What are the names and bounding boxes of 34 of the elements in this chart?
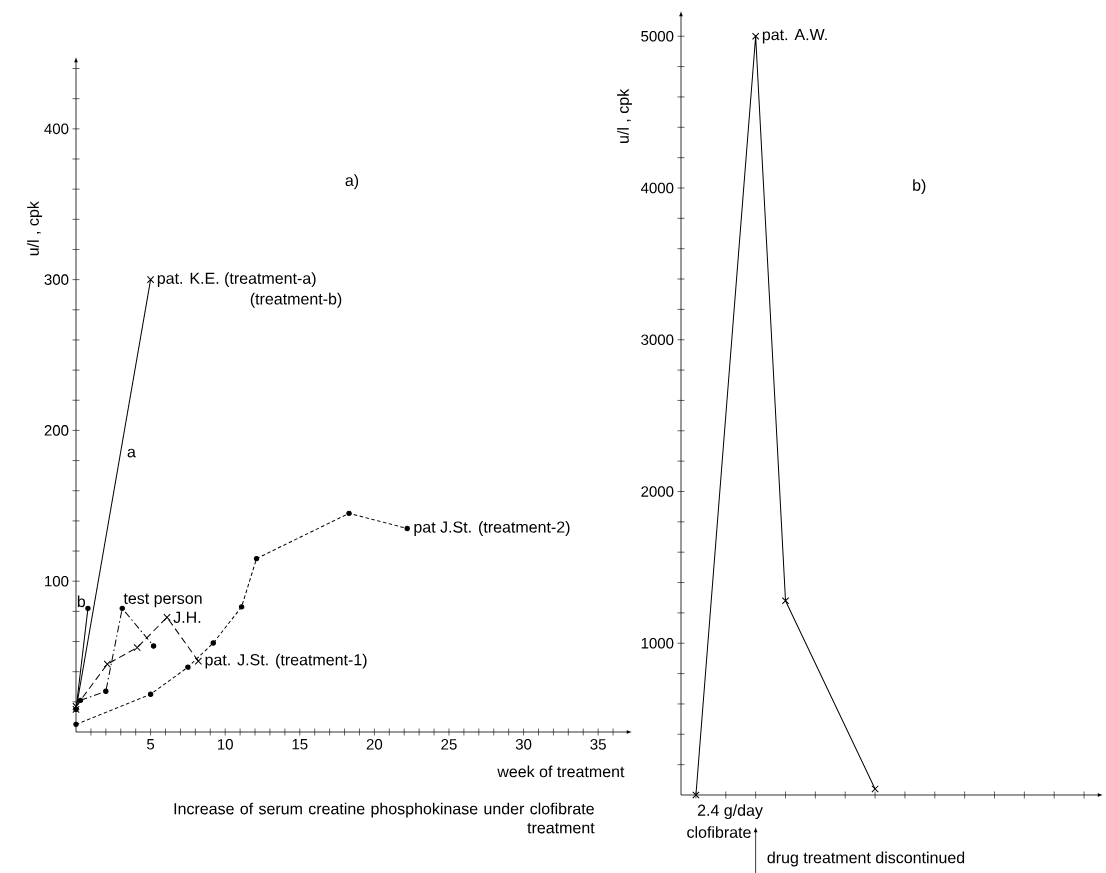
y-tick-label: 300	[44, 274, 69, 285]
series-label: test person	[123, 593, 202, 607]
annotation: a	[127, 448, 136, 458]
x-tick-label: 15	[292, 738, 308, 750]
series-label: J.H.	[173, 611, 201, 623]
text: a)	[345, 174, 359, 190]
series-label: pat. K.E. (treatment-a)	[157, 271, 316, 287]
x-tick-label: 20	[366, 738, 383, 750]
y-tick-label: 5000	[641, 30, 674, 42]
y-tick-label: 4000	[640, 182, 674, 194]
text: b)	[913, 178, 926, 194]
annotation: (treatment-b)	[250, 292, 342, 308]
x-tick-label: 10	[218, 738, 233, 750]
y-axis-title: u/l , cpk	[617, 88, 633, 143]
text: drug treatment discontinued	[767, 851, 965, 867]
text: clofibrate	[687, 826, 751, 838]
text: Increase of serum creatine phosphokinase under clofibrate treatment	[174, 802, 595, 834]
x-tick-label: 5	[147, 738, 155, 750]
x-axis-title: week of treatment	[497, 765, 625, 778]
text: 2.4 g/day	[697, 804, 763, 819]
annotation: pat. J.St. (treatment-1)	[205, 653, 367, 669]
x-tick-label: 35	[590, 738, 606, 750]
y-tick-label: 2000	[641, 485, 674, 497]
x-tick-label: 30	[515, 738, 532, 750]
y-axis-title: u/l , cpk	[27, 200, 43, 256]
y-tick-label: 200	[44, 424, 69, 436]
series-label: pat. A.W.	[762, 28, 827, 44]
annotation: b	[77, 595, 86, 607]
y-tick-label: 400	[44, 123, 69, 134]
series-label: pat J.St. (treatment-2)	[414, 520, 570, 536]
y-tick-label: 1000	[641, 637, 674, 649]
y-tick-label: 100	[45, 575, 69, 587]
x-tick-label: 25	[441, 738, 457, 750]
y-tick-label: 3000	[641, 334, 674, 345]
